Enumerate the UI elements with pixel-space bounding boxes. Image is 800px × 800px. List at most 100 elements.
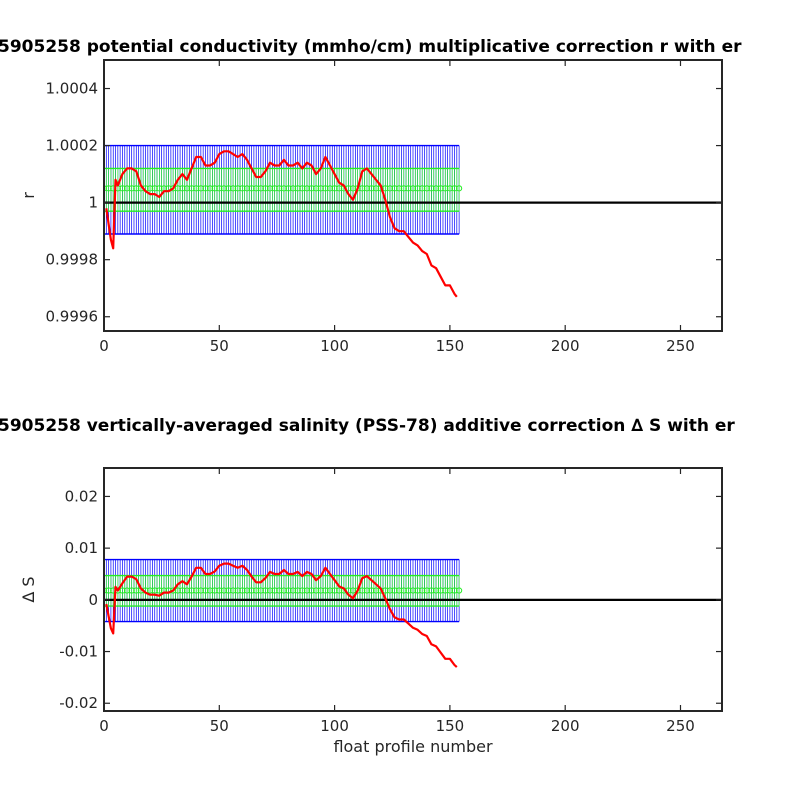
conductivity-y-axis-label: r xyxy=(19,192,38,199)
conductivity-center-marker xyxy=(359,185,366,192)
conductivity-y-tick-label: 1.0004 xyxy=(46,80,99,98)
conductivity-y-tick-label: 1.0002 xyxy=(46,137,99,155)
conductivity-center-marker xyxy=(133,185,140,192)
conductivity-axes-box xyxy=(103,59,723,332)
conductivity-center-marker xyxy=(220,185,228,192)
conductivity-center-marker xyxy=(294,185,301,192)
salinity-center-marker xyxy=(428,587,435,594)
conductivity-center-marker xyxy=(400,185,407,192)
salinity-center-marker xyxy=(211,587,218,594)
conductivity-center-marker xyxy=(123,185,131,192)
salinity-center-marker xyxy=(234,587,241,594)
conductivity-center-marker xyxy=(257,185,264,192)
salinity-center-marker xyxy=(419,587,426,594)
salinity-center-marker xyxy=(183,587,191,594)
conductivity-center-marker xyxy=(280,185,287,192)
salinity-center-marker xyxy=(432,587,440,594)
salinity-center-marker xyxy=(243,587,251,594)
salinity-center-marker xyxy=(386,587,394,594)
conductivity-center-marker xyxy=(248,185,255,192)
conductivity-center-marker xyxy=(423,185,430,192)
salinity-center-marker xyxy=(405,587,412,594)
conductivity-y-tick-label: 0.9998 xyxy=(46,251,99,269)
conductivity-x-tick-label: 200 xyxy=(551,337,580,355)
salinity-center-marker xyxy=(322,587,329,594)
conductivity-center-marker xyxy=(239,185,246,192)
conductivity-center-marker xyxy=(317,185,324,192)
conductivity-center-marker xyxy=(188,185,195,192)
conductivity-y-tick-label: 1 xyxy=(88,194,98,212)
conductivity-center-marker xyxy=(373,185,380,192)
salinity-y-tick-label: -0.01 xyxy=(59,643,98,661)
conductivity-center-marker xyxy=(147,185,154,192)
salinity-y-tick-label: 0.02 xyxy=(65,487,98,505)
salinity-center-marker xyxy=(289,587,297,594)
conductivity-center-marker xyxy=(105,185,112,192)
salinity-center-marker xyxy=(308,587,315,594)
salinity-center-marker xyxy=(336,587,343,594)
conductivity-center-marker xyxy=(391,185,398,192)
conductivity-center-marker xyxy=(253,185,260,192)
conductivity-x-tick-label: 50 xyxy=(210,337,229,355)
salinity-center-marker xyxy=(285,587,292,594)
conductivity-center-marker xyxy=(336,185,343,192)
conductivity-center-marker xyxy=(211,185,218,192)
salinity-center-marker xyxy=(206,587,214,594)
conductivity-center-marker xyxy=(193,185,200,192)
salinity-correction-chart: 0 50 100 150 200 250 -0.02 -0.01 0 0.01 0.02 590525… xyxy=(0,416,735,756)
conductivity-center-marker xyxy=(234,185,241,192)
salinity-x-tick-label: 0 xyxy=(99,717,109,735)
conductivity-correction-chart: 0 50 100 150 200 250 0.9996 0.9998 1 1.0002 1.0004… xyxy=(0,37,742,355)
salinity-center-marker xyxy=(373,587,380,594)
salinity-x-axis-label: float profile number xyxy=(333,737,493,756)
conductivity-center-marker xyxy=(179,185,186,192)
salinity-center-marker xyxy=(248,587,255,594)
salinity-y-tick-label: 0 xyxy=(88,591,98,609)
salinity-x-tick-label: 150 xyxy=(436,717,465,735)
conductivity-center-marker xyxy=(174,185,181,192)
salinity-center-markers xyxy=(104,587,463,594)
salinity-center-marker xyxy=(294,587,301,594)
conductivity-center-marker xyxy=(266,185,274,192)
salinity-center-marker xyxy=(303,587,311,594)
salinity-axes-box xyxy=(103,467,723,712)
conductivity-center-marker xyxy=(322,185,329,192)
salinity-center-marker xyxy=(409,587,417,594)
salinity-center-marker xyxy=(368,587,375,594)
salinity-center-marker xyxy=(151,587,158,594)
salinity-center-marker xyxy=(262,587,269,594)
conductivity-center-marker xyxy=(183,185,191,192)
conductivity-center-marker xyxy=(396,185,403,192)
salinity-center-marker xyxy=(105,587,112,594)
salinity-center-marker xyxy=(133,587,140,594)
salinity-center-marker xyxy=(230,587,237,594)
conductivity-center-marker xyxy=(456,185,463,192)
conductivity-center-marker xyxy=(289,185,297,192)
conductivity-x-tick-label: 100 xyxy=(320,337,349,355)
salinity-center-marker xyxy=(225,587,232,594)
salinity-center-marker xyxy=(174,587,181,594)
conductivity-center-marker xyxy=(151,185,158,192)
conductivity-center-marker xyxy=(262,185,269,192)
conductivity-center-marker xyxy=(299,185,306,192)
conductivity-center-marker xyxy=(428,185,435,192)
conductivity-center-marker xyxy=(308,185,315,192)
conductivity-center-marker xyxy=(119,185,126,192)
conductivity-center-marker xyxy=(331,185,338,192)
conductivity-center-marker xyxy=(276,185,283,192)
salinity-center-marker xyxy=(216,587,223,594)
conductivity-correction-line xyxy=(105,150,458,298)
salinity-center-marker xyxy=(188,587,195,594)
conductivity-chart-title: 5905258 potential conductivity (mmho/cm)… xyxy=(0,37,742,57)
conductivity-center-marker xyxy=(243,185,251,192)
conductivity-center-marker xyxy=(409,185,417,192)
conductivity-center-marker xyxy=(285,185,292,192)
salinity-center-marker xyxy=(446,587,453,594)
conductivity-center-marker xyxy=(206,185,214,192)
salinity-center-marker xyxy=(400,587,407,594)
conductivity-center-marker xyxy=(405,185,412,192)
salinity-center-marker xyxy=(119,587,126,594)
conductivity-center-marker xyxy=(326,185,334,192)
salinity-center-marker xyxy=(359,587,366,594)
